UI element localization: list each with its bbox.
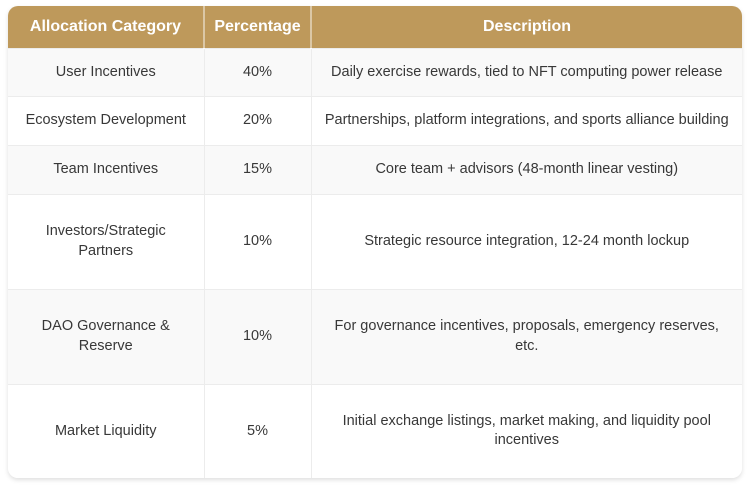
description-cell: Partnerships, platform integrations, and… [310,96,742,146]
table-row: Investors/Strategic Partners 10% Strateg… [8,193,742,290]
table-row: Ecosystem Development 20% Partnerships, … [8,96,742,146]
column-header-allocation-category: Allocation Category [8,6,204,48]
category-cell: User Incentives [8,47,204,97]
allocation-table: Allocation Category Percentage Descripti… [8,6,742,478]
column-header-percentage: Percentage [203,6,311,48]
percentage-cell: 10% [203,193,311,290]
description-cell: For governance incentives, proposals, em… [310,288,742,385]
table-row: DAO Governance & Reserve 10% For governa… [8,288,742,385]
description-cell: Strategic resource integration, 12-24 mo… [310,193,742,290]
column-header-description: Description [310,6,742,48]
table-row: Team Incentives 15% Core team + advisors… [8,144,742,195]
percentage-cell: 10% [203,288,311,385]
category-cell: DAO Governance & Reserve [8,288,204,385]
description-cell: Daily exercise rewards, tied to NFT comp… [310,47,742,97]
table-header-row: Allocation Category Percentage Descripti… [8,6,742,48]
percentage-cell: 15% [203,144,311,195]
table-row: Market Liquidity 5% Initial exchange lis… [8,383,742,478]
allocation-table-card: Allocation Category Percentage Descripti… [8,6,742,478]
description-cell: Core team + advisors (48-month linear ve… [310,144,742,195]
description-cell: Initial exchange listings, market making… [310,383,742,478]
percentage-cell: 5% [203,383,311,478]
category-cell: Investors/Strategic Partners [8,193,204,290]
category-cell: Market Liquidity [8,383,204,478]
percentage-cell: 20% [203,96,311,146]
table-row: User Incentives 40% Daily exercise rewar… [8,47,742,97]
category-cell: Ecosystem Development [8,96,204,146]
percentage-cell: 40% [203,47,311,97]
category-cell: Team Incentives [8,144,204,195]
